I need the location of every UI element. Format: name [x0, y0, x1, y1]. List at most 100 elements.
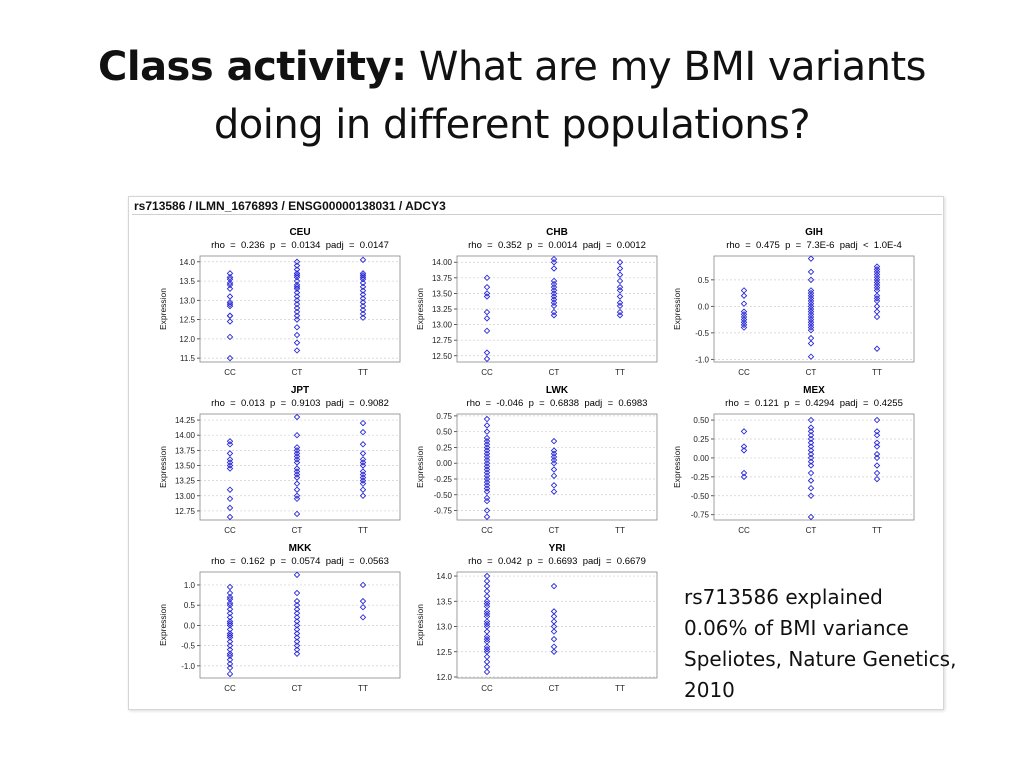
x-tick-label: CC [481, 526, 493, 535]
data-point [483, 668, 491, 676]
data-point [359, 597, 367, 605]
data-point [226, 293, 234, 300]
data-point [740, 292, 748, 299]
data-point [293, 459, 301, 466]
note-line-3: Speliotes, Nature Genetics, [684, 647, 957, 671]
chart-title: CHB [546, 227, 568, 238]
chart-stats: rho = 0.475 p = 7.3E-6 padj < 1.0E-4 [726, 240, 902, 251]
data-point [359, 302, 367, 310]
data-point [550, 447, 558, 454]
data-point [226, 270, 234, 277]
data-point [293, 597, 301, 605]
data-point [359, 459, 367, 466]
data-point [293, 492, 301, 500]
data-point [226, 459, 234, 466]
data-point [550, 482, 558, 489]
data-point [483, 466, 491, 473]
data-point [483, 572, 491, 580]
data-point [483, 459, 491, 467]
data-point [293, 634, 301, 641]
plot-frame [199, 255, 401, 363]
data-point [740, 324, 748, 331]
data-point [550, 623, 558, 630]
x-tick-label: CC [738, 368, 750, 377]
data-point [293, 297, 301, 304]
data-point [616, 265, 624, 272]
data-point [293, 486, 301, 493]
data-point [293, 630, 301, 637]
slide-title: Class activity: What are my BMI variants… [0, 38, 1024, 154]
data-point [293, 465, 301, 472]
chart-stats: rho = 0.352 p = 0.0014 padj = 0.0012 [468, 240, 646, 251]
data-point [226, 441, 234, 448]
chart-stats: rho = 0.162 p = 0.0574 padj = 0.0563 [211, 556, 389, 567]
data-point [359, 480, 367, 487]
scatter-svg: JPT rho = 0.013 p = 0.9103 padj = 0.9082 1… [158, 385, 401, 535]
data-point [873, 276, 881, 284]
note-line-1: rs713586 explained [684, 585, 883, 609]
data-point [483, 488, 491, 495]
data-point [359, 456, 367, 463]
data-point [873, 268, 881, 276]
data-point [873, 462, 881, 469]
data-point [483, 643, 491, 650]
x-tick-label: TT [872, 368, 882, 377]
note-line-2: 0.06% of BMI variance [684, 616, 909, 640]
y-tick-label: 0.25 [693, 435, 709, 444]
data-point [873, 279, 881, 286]
data-point [807, 416, 815, 424]
data-point [359, 279, 367, 287]
data-point [483, 469, 491, 476]
y-tick-label: -0.5 [695, 329, 709, 338]
y-tick-label: 12.50 [432, 352, 453, 361]
data-point [807, 255, 815, 262]
y-tick-label: -0.25 [691, 473, 710, 482]
x-tick-label: CT [292, 526, 303, 535]
data-point [550, 311, 558, 319]
x-tick-label: TT [358, 684, 368, 693]
data-point [807, 340, 815, 347]
data-point [550, 258, 558, 266]
x-tick-label: CC [224, 368, 236, 377]
data-point [550, 280, 558, 288]
y-axis-label: Expression [415, 446, 425, 488]
data-point [483, 422, 491, 429]
data-point [293, 642, 301, 649]
data-point [293, 312, 301, 319]
y-tick-label: 13.0 [436, 623, 452, 632]
data-point [359, 428, 367, 436]
data-point [550, 299, 558, 307]
data-point [807, 484, 815, 492]
data-point [359, 603, 367, 611]
data-point [483, 308, 491, 316]
data-point [483, 355, 491, 363]
y-axis-label: Expression [415, 604, 425, 646]
data-point [483, 482, 491, 489]
data-point [616, 287, 624, 294]
data-point [483, 635, 491, 643]
y-tick-label: 14.00 [175, 431, 196, 440]
data-point [550, 618, 558, 625]
plot-frame [199, 413, 401, 521]
data-point [359, 295, 367, 302]
y-tick-label: 12.75 [432, 336, 453, 345]
data-point [359, 486, 367, 493]
scatter-panel-gih: GIH rho = 0.475 p = 7.3E-6 padj < 1.0E-4 -… [664, 222, 922, 377]
data-point [293, 281, 301, 289]
chart-title: CEU [289, 227, 310, 238]
data-point [359, 468, 367, 475]
figure-header-divider [132, 214, 942, 215]
data-point [226, 456, 234, 463]
data-point [483, 444, 491, 451]
data-point [807, 454, 815, 462]
y-tick-label: 14.0 [436, 572, 452, 581]
data-point [483, 450, 491, 457]
data-point [293, 601, 301, 609]
data-point [483, 638, 491, 645]
data-point [483, 513, 491, 521]
y-tick-label: 12.5 [179, 316, 195, 325]
x-tick-label: CC [224, 526, 236, 535]
data-point [226, 605, 234, 613]
data-point [293, 456, 301, 463]
data-point [740, 308, 748, 315]
